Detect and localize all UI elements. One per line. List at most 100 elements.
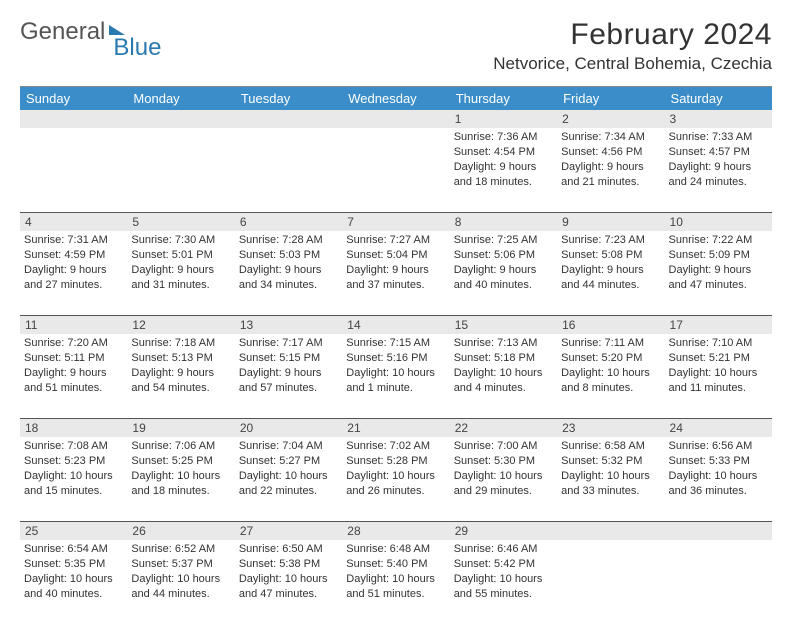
day-number: 15 bbox=[450, 316, 557, 334]
daylight-text-2: and 33 minutes. bbox=[561, 484, 660, 499]
daylight-text-2: and 51 minutes. bbox=[346, 587, 445, 602]
daylight-text-1: Daylight: 10 hours bbox=[669, 366, 768, 381]
daylight-text-2: and 47 minutes. bbox=[239, 587, 338, 602]
day-number: 1 bbox=[450, 110, 557, 128]
daylight-text-2: and 29 minutes. bbox=[454, 484, 553, 499]
day-number: 4 bbox=[20, 213, 127, 231]
week-row: Sunrise: 7:31 AMSunset: 4:59 PMDaylight:… bbox=[20, 231, 772, 315]
sunset-text: Sunset: 5:35 PM bbox=[24, 557, 123, 572]
day-cell: Sunrise: 6:52 AMSunset: 5:37 PMDaylight:… bbox=[127, 540, 234, 624]
sunrise-text: Sunrise: 6:50 AM bbox=[239, 542, 338, 557]
week-row: Sunrise: 7:08 AMSunset: 5:23 PMDaylight:… bbox=[20, 437, 772, 521]
day-number: 28 bbox=[342, 522, 449, 540]
sunrise-text: Sunrise: 7:17 AM bbox=[239, 336, 338, 351]
sunrise-text: Sunrise: 7:28 AM bbox=[239, 233, 338, 248]
week-row: Sunrise: 7:20 AMSunset: 5:11 PMDaylight:… bbox=[20, 334, 772, 418]
sunrise-text: Sunrise: 7:27 AM bbox=[346, 233, 445, 248]
weekday-header-row: Sunday Monday Tuesday Wednesday Thursday… bbox=[20, 87, 772, 110]
day-number: 11 bbox=[20, 316, 127, 334]
sunrise-text: Sunrise: 6:46 AM bbox=[454, 542, 553, 557]
day-cell: Sunrise: 7:33 AMSunset: 4:57 PMDaylight:… bbox=[665, 128, 772, 212]
daylight-text-1: Daylight: 10 hours bbox=[239, 469, 338, 484]
weekday-header: Saturday bbox=[665, 87, 772, 110]
daylight-text-1: Daylight: 9 hours bbox=[561, 160, 660, 175]
daylight-text-2: and 18 minutes. bbox=[131, 484, 230, 499]
sunrise-text: Sunrise: 7:25 AM bbox=[454, 233, 553, 248]
title-block: February 2024 Netvorice, Central Bohemia… bbox=[493, 18, 772, 74]
weekday-header: Wednesday bbox=[342, 87, 449, 110]
daylight-text-2: and 36 minutes. bbox=[669, 484, 768, 499]
daylight-text-2: and 34 minutes. bbox=[239, 278, 338, 293]
day-number-row: 123 bbox=[20, 110, 772, 128]
logo-text-general: General bbox=[20, 18, 105, 46]
day-number: 5 bbox=[127, 213, 234, 231]
day-number bbox=[557, 522, 664, 540]
daylight-text-2: and 31 minutes. bbox=[131, 278, 230, 293]
day-cell: Sunrise: 7:04 AMSunset: 5:27 PMDaylight:… bbox=[235, 437, 342, 521]
daylight-text-1: Daylight: 10 hours bbox=[24, 572, 123, 587]
daylight-text-2: and 44 minutes. bbox=[131, 587, 230, 602]
sunrise-text: Sunrise: 7:18 AM bbox=[131, 336, 230, 351]
sunset-text: Sunset: 5:13 PM bbox=[131, 351, 230, 366]
sunset-text: Sunset: 5:25 PM bbox=[131, 454, 230, 469]
sunset-text: Sunset: 5:03 PM bbox=[239, 248, 338, 263]
sunset-text: Sunset: 5:21 PM bbox=[669, 351, 768, 366]
daylight-text-1: Daylight: 9 hours bbox=[24, 366, 123, 381]
logo-text-blue: Blue bbox=[113, 34, 161, 62]
day-cell: Sunrise: 6:50 AMSunset: 5:38 PMDaylight:… bbox=[235, 540, 342, 624]
sunrise-text: Sunrise: 7:31 AM bbox=[24, 233, 123, 248]
sunrise-text: Sunrise: 7:10 AM bbox=[669, 336, 768, 351]
daylight-text-2: and 22 minutes. bbox=[239, 484, 338, 499]
weekday-header: Friday bbox=[557, 87, 664, 110]
daylight-text-1: Daylight: 9 hours bbox=[669, 160, 768, 175]
day-number: 7 bbox=[342, 213, 449, 231]
daylight-text-1: Daylight: 9 hours bbox=[669, 263, 768, 278]
daylight-text-1: Daylight: 10 hours bbox=[346, 366, 445, 381]
day-cell: Sunrise: 7:28 AMSunset: 5:03 PMDaylight:… bbox=[235, 231, 342, 315]
daylight-text-2: and 26 minutes. bbox=[346, 484, 445, 499]
sunrise-text: Sunrise: 7:06 AM bbox=[131, 439, 230, 454]
day-number: 24 bbox=[665, 419, 772, 437]
daylight-text-2: and 11 minutes. bbox=[669, 381, 768, 396]
daylight-text-2: and 24 minutes. bbox=[669, 175, 768, 190]
sunrise-text: Sunrise: 7:36 AM bbox=[454, 130, 553, 145]
sunrise-text: Sunrise: 6:52 AM bbox=[131, 542, 230, 557]
sunrise-text: Sunrise: 7:02 AM bbox=[346, 439, 445, 454]
daylight-text-2: and 1 minute. bbox=[346, 381, 445, 396]
weekday-header: Tuesday bbox=[235, 87, 342, 110]
sunset-text: Sunset: 5:30 PM bbox=[454, 454, 553, 469]
daylight-text-1: Daylight: 10 hours bbox=[346, 572, 445, 587]
day-number: 14 bbox=[342, 316, 449, 334]
sunset-text: Sunset: 4:57 PM bbox=[669, 145, 768, 160]
sunset-text: Sunset: 5:38 PM bbox=[239, 557, 338, 572]
day-number: 21 bbox=[342, 419, 449, 437]
sunset-text: Sunset: 5:06 PM bbox=[454, 248, 553, 263]
sunset-text: Sunset: 5:08 PM bbox=[561, 248, 660, 263]
calendar-grid: Sunday Monday Tuesday Wednesday Thursday… bbox=[20, 86, 772, 624]
day-cell: Sunrise: 7:02 AMSunset: 5:28 PMDaylight:… bbox=[342, 437, 449, 521]
weekday-header: Thursday bbox=[450, 87, 557, 110]
sunrise-text: Sunrise: 7:20 AM bbox=[24, 336, 123, 351]
sunset-text: Sunset: 5:40 PM bbox=[346, 557, 445, 572]
day-cell: Sunrise: 6:46 AMSunset: 5:42 PMDaylight:… bbox=[450, 540, 557, 624]
daylight-text-2: and 37 minutes. bbox=[346, 278, 445, 293]
daylight-text-1: Daylight: 10 hours bbox=[561, 469, 660, 484]
daylight-text-2: and 55 minutes. bbox=[454, 587, 553, 602]
week-row: Sunrise: 6:54 AMSunset: 5:35 PMDaylight:… bbox=[20, 540, 772, 624]
day-cell: Sunrise: 7:34 AMSunset: 4:56 PMDaylight:… bbox=[557, 128, 664, 212]
daylight-text-1: Daylight: 10 hours bbox=[346, 469, 445, 484]
daylight-text-1: Daylight: 10 hours bbox=[131, 572, 230, 587]
sunrise-text: Sunrise: 7:11 AM bbox=[561, 336, 660, 351]
empty-cell bbox=[127, 128, 234, 212]
sunset-text: Sunset: 5:04 PM bbox=[346, 248, 445, 263]
location-subtitle: Netvorice, Central Bohemia, Czechia bbox=[493, 54, 772, 74]
day-number: 25 bbox=[20, 522, 127, 540]
daylight-text-2: and 4 minutes. bbox=[454, 381, 553, 396]
day-cell: Sunrise: 7:08 AMSunset: 5:23 PMDaylight:… bbox=[20, 437, 127, 521]
daylight-text-2: and 44 minutes. bbox=[561, 278, 660, 293]
day-cell: Sunrise: 7:25 AMSunset: 5:06 PMDaylight:… bbox=[450, 231, 557, 315]
daylight-text-1: Daylight: 10 hours bbox=[669, 469, 768, 484]
day-number-row: 45678910 bbox=[20, 212, 772, 231]
sunrise-text: Sunrise: 6:56 AM bbox=[669, 439, 768, 454]
weekday-header: Monday bbox=[127, 87, 234, 110]
